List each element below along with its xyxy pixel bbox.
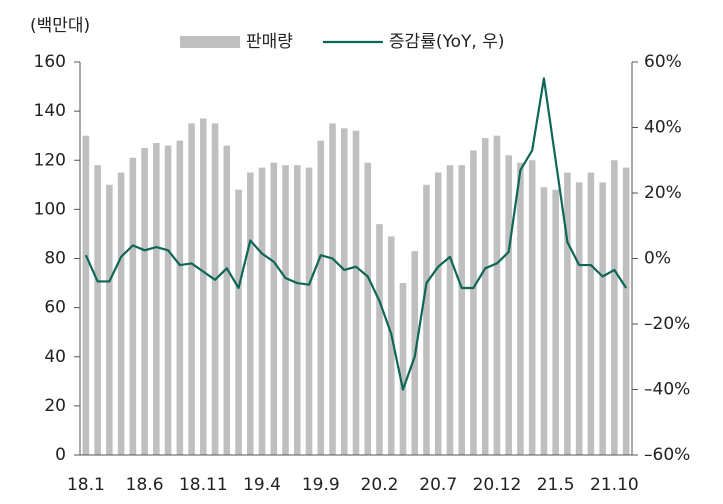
bar [329, 123, 336, 455]
x-tick-label: 20.2 [361, 475, 399, 495]
x-tick-label: 18.11 [179, 475, 228, 495]
bar [470, 150, 477, 456]
bar [622, 167, 630, 455]
bar [141, 147, 148, 455]
bar [540, 187, 548, 456]
y-tick-label: 80 [44, 249, 66, 269]
y2-tick-label: 0% [644, 249, 671, 269]
bar [611, 160, 618, 455]
bar [376, 224, 383, 455]
y-tick-label: 20 [44, 396, 66, 416]
legend-label: 판매량 [246, 32, 293, 52]
bar [599, 182, 606, 455]
bar [106, 184, 113, 455]
x-tick-label: 20.7 [419, 475, 457, 495]
bar [270, 162, 278, 456]
bar [481, 138, 489, 456]
bar [223, 145, 231, 455]
x-tick-label: 20.12 [473, 475, 522, 495]
y2-tick-label: –40% [644, 380, 690, 400]
bar [423, 184, 430, 455]
bar [258, 167, 266, 455]
y-tick-label: 160 [34, 52, 66, 72]
bar [399, 283, 407, 455]
y-tick-label: 100 [34, 199, 66, 219]
bar [458, 165, 465, 455]
unit-label: (백만대) [30, 16, 90, 36]
y2-tick-label: 60% [644, 52, 682, 72]
bar [505, 155, 512, 455]
bar [364, 162, 372, 456]
bar [282, 165, 289, 455]
line [84, 77, 628, 391]
bar [176, 140, 184, 455]
bar [528, 160, 536, 455]
bar [117, 172, 125, 455]
x-tick-label: 18.6 [126, 475, 164, 495]
bar [564, 172, 571, 455]
bar [235, 189, 242, 455]
y2-tick-label: 20% [644, 183, 682, 203]
x-tick-label: 21.10 [590, 475, 639, 495]
bar [493, 135, 501, 455]
bar [200, 118, 207, 456]
bar [293, 165, 301, 455]
bar [164, 145, 172, 455]
bar [434, 172, 442, 455]
y-tick-label: 40 [44, 347, 66, 367]
bar [446, 165, 454, 455]
x-tick-label: 21.5 [537, 475, 575, 495]
bar [153, 143, 160, 455]
y2-tick-label: –60% [644, 445, 690, 465]
bar [317, 140, 325, 455]
legend-label: 증감률(YoY, 우) [389, 32, 505, 52]
y2-tick-label: –20% [644, 314, 690, 334]
y-tick-label: 120 [34, 150, 66, 170]
bar [211, 123, 219, 455]
bar [340, 128, 348, 455]
bar [575, 182, 583, 455]
bar [247, 172, 254, 455]
bar [517, 162, 524, 456]
y2-tick-label: 40% [644, 118, 682, 138]
y-tick-label: 140 [34, 101, 66, 121]
bar [82, 135, 90, 455]
x-tick-label: 19.9 [302, 475, 340, 495]
x-tick-label: 18.1 [67, 475, 105, 495]
bar [552, 189, 559, 455]
bar [129, 157, 137, 455]
legend-swatch [180, 36, 240, 48]
bar [387, 236, 395, 455]
bar [352, 130, 360, 455]
y-tick-label: 60 [44, 298, 66, 318]
bar [305, 167, 313, 455]
x-tick-label: 19.4 [243, 475, 281, 495]
y-tick-label: 0 [55, 445, 66, 465]
bar [587, 172, 595, 455]
bar [94, 165, 101, 455]
bar [188, 123, 195, 455]
